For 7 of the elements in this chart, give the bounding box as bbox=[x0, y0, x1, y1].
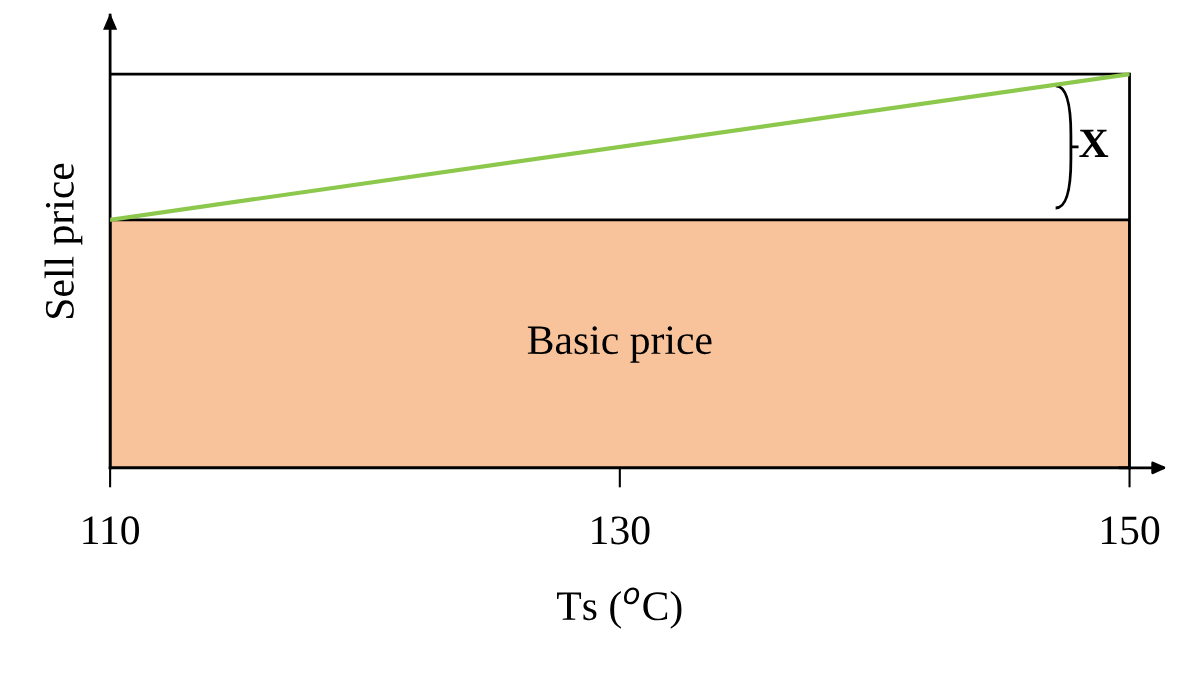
x-axis-title: Ts ($^{o}$C) bbox=[557, 587, 682, 629]
annotation: X bbox=[1079, 129, 1109, 157]
band-label: Basic price bbox=[527, 326, 712, 363]
x-tick-label: 110 bbox=[83, 516, 139, 545]
y-axis-title: Sell price bbox=[44, 163, 83, 318]
x-tick-label: 130 bbox=[592, 516, 650, 545]
x-tick-label: 150 bbox=[1101, 516, 1160, 545]
